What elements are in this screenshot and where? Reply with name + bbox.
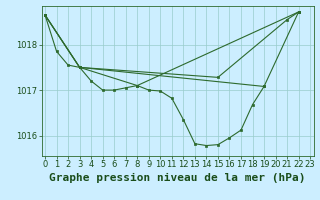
X-axis label: Graphe pression niveau de la mer (hPa): Graphe pression niveau de la mer (hPa) bbox=[49, 173, 306, 183]
